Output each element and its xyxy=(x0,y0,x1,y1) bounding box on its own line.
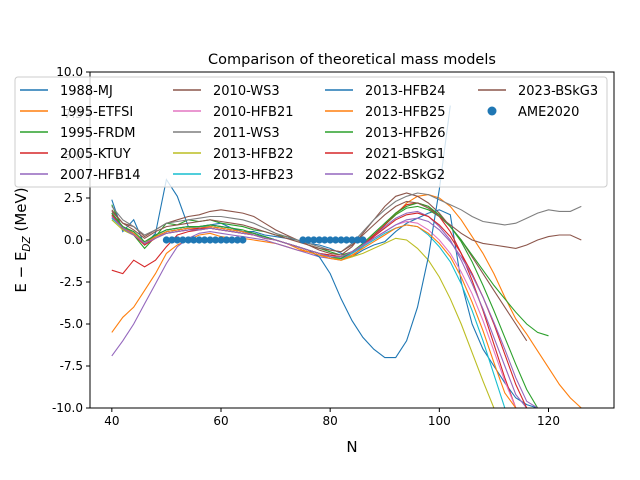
x-tick-label: 80 xyxy=(323,414,338,428)
legend-marker xyxy=(487,106,497,116)
series-line-2023-bskg3 xyxy=(111,200,582,253)
y-axis-label: E − EDZ (MeV) xyxy=(12,187,33,292)
chart-title: Comparison of theoretical mass models xyxy=(208,52,496,68)
y-tick-label: -2.5 xyxy=(60,275,83,289)
series-line-2013-hfb23 xyxy=(111,217,506,408)
legend-label: 2013-HFB22 xyxy=(213,147,294,162)
ame2020-point xyxy=(162,236,170,244)
ame2020-point xyxy=(310,236,318,244)
x-tick-label: 120 xyxy=(537,414,560,428)
legend-label: 2011-WS3 xyxy=(213,126,280,141)
legend-entry: 2023-BSkG3 xyxy=(478,84,598,99)
legend-label: 2013-HFB23 xyxy=(213,168,294,183)
ame2020-point xyxy=(326,236,334,244)
legend-entry: 1995-FRDM xyxy=(20,126,136,141)
x-axis-label: N xyxy=(346,438,357,456)
y-tick-label: 2.5 xyxy=(64,191,83,205)
ame2020-point xyxy=(239,236,247,244)
legend-label: 2005-KTUY xyxy=(60,147,131,162)
legend-label: 2013-HFB25 xyxy=(365,105,446,120)
legend-entry: 2013-HFB22 xyxy=(173,147,294,162)
x-tick-label: 100 xyxy=(428,414,451,428)
series-line-2022-bskg2 xyxy=(111,216,538,408)
ame2020-point xyxy=(173,236,181,244)
scatter-layer xyxy=(162,236,367,244)
ame2020-point xyxy=(359,236,367,244)
y-tick-label: 0.0 xyxy=(64,233,83,247)
y-tick-label: -7.5 xyxy=(60,359,83,373)
y-axis-label-main: E − E xyxy=(12,252,30,293)
ame2020-point xyxy=(184,236,192,244)
ame2020-point xyxy=(228,236,236,244)
legend-entry: 2021-BSkG1 xyxy=(325,147,445,162)
ame2020-point xyxy=(222,236,231,244)
y-tick-label: -10.0 xyxy=(52,401,83,415)
legend-label: AME2020 xyxy=(518,105,579,120)
legend-label: 2010-WS3 xyxy=(213,84,280,99)
legend-entry: 2011-WS3 xyxy=(173,126,280,141)
ame2020-point xyxy=(190,236,198,244)
legend-label: 2023-BSkG3 xyxy=(518,84,598,99)
ame2020-point xyxy=(321,236,329,244)
ame2020-point xyxy=(348,236,356,244)
legend-label: 2021-BSkG1 xyxy=(365,147,445,162)
legend-entry: 2022-BSkG2 xyxy=(325,168,445,183)
legend-label: 2007-HFB14 xyxy=(60,168,141,183)
legend-label: 2010-HFB21 xyxy=(213,105,294,120)
ame2020-point xyxy=(201,236,209,244)
ame2020-point xyxy=(337,236,345,244)
ame2020-point xyxy=(217,236,225,244)
series-layer xyxy=(111,105,582,408)
legend-label: 1995-FRDM xyxy=(60,126,136,141)
series-line-2013-hfb25 xyxy=(111,216,517,408)
ame2020-point xyxy=(233,236,241,244)
y-tick-label: 10.0 xyxy=(56,65,83,79)
legend-entry: 2010-WS3 xyxy=(173,84,280,99)
legend-entry: 2007-HFB14 xyxy=(20,168,141,183)
legend-entry: 2013-HFB25 xyxy=(325,105,446,120)
ame2020-point xyxy=(315,236,323,244)
legend-entry: AME2020 xyxy=(487,105,579,120)
ame2020-point xyxy=(195,236,203,244)
ame2020-point xyxy=(168,236,176,244)
series-line-1988-mj xyxy=(111,178,538,408)
ame2020-point xyxy=(332,236,340,244)
legend: 1988-MJ 1995-ETFSI 1995-FRDM 2005-KTUY 2007-… xyxy=(14,76,608,188)
legend-label: 2013-HFB24 xyxy=(365,84,446,99)
y-tick-label: -5.0 xyxy=(60,317,83,331)
ame2020-point xyxy=(206,236,214,244)
series-line-2013-hfb26 xyxy=(111,202,549,337)
legend-label: 2013-HFB26 xyxy=(365,126,446,141)
legend-label: 1988-MJ xyxy=(60,84,113,99)
ame2020-point xyxy=(342,236,351,244)
legend-entry: 1988-MJ xyxy=(20,84,113,99)
legend-label: 1995-ETFSI xyxy=(60,105,133,120)
series-line-1995-frdm xyxy=(111,204,539,408)
ame2020-point xyxy=(353,236,362,244)
legend-entry: 2013-HFB23 xyxy=(173,168,294,183)
y-axis-label-unit: (MeV) xyxy=(12,187,30,236)
legend-entry: 2013-HFB26 xyxy=(325,126,446,141)
legend-entry: 2013-HFB24 xyxy=(325,84,446,99)
series-line-1995-etfsi xyxy=(111,194,582,408)
legend-box xyxy=(14,76,608,188)
ame2020-point xyxy=(179,236,187,244)
series-line-2011-ws3 xyxy=(111,192,582,253)
y-axis-label-sub: DZ xyxy=(21,235,33,251)
legend-label: 2022-BSkG2 xyxy=(365,168,445,183)
ame2020-point xyxy=(299,236,307,244)
legend-entry: 2010-HFB21 xyxy=(173,105,294,120)
ame2020-point xyxy=(211,236,220,244)
ame2020-point xyxy=(304,236,312,244)
x-tick-label: 40 xyxy=(104,414,119,428)
legend-entry: 1995-ETFSI xyxy=(20,105,133,120)
legend-entry: 2005-KTUY xyxy=(20,147,131,162)
x-tick-label: 60 xyxy=(213,414,228,428)
